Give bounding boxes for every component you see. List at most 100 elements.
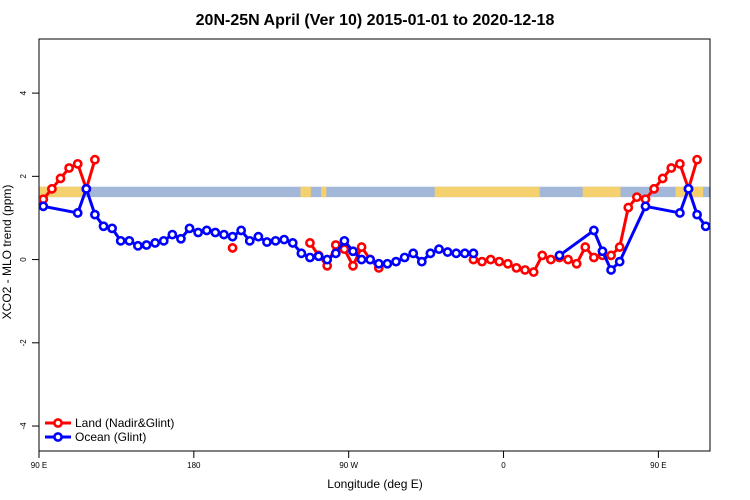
series-1-point-7 [124, 235, 135, 246]
series-0-point-2 [55, 173, 66, 184]
legend-label-1: Ocean (Glint) [75, 430, 146, 444]
series-0-point-1 [47, 183, 57, 194]
series-1-point-22 [253, 231, 264, 242]
series-1-point-49 [588, 225, 599, 236]
series-1-point-19 [227, 231, 238, 242]
series-1-point-39 [399, 252, 410, 263]
series-0-point-24 [528, 267, 539, 277]
land-segment-0 [39, 186, 86, 198]
series-1-segment-54 [645, 204, 681, 215]
legend: Land (Nadir&Glint)Ocean (Glint) [45, 416, 174, 444]
series-1-point-41 [416, 256, 427, 267]
series-0-segment-6 [84, 159, 97, 190]
series-1-point-54 [674, 208, 685, 218]
land-segment-3 [434, 186, 540, 198]
plot-frame [38, 38, 711, 452]
legend-marker-0 [53, 418, 63, 428]
x-tick-label-2: 90 W [339, 461, 358, 470]
ocean-band [39, 186, 710, 198]
series-1-point-16 [201, 225, 212, 236]
series-0-point-43 [692, 154, 702, 165]
series-1-point-20 [236, 225, 247, 236]
series-0-point-36 [631, 192, 642, 203]
series-0-point-31 [588, 252, 599, 263]
series-1-point-18 [219, 229, 229, 240]
series-1-point-0 [39, 201, 49, 212]
series-0-point-39 [657, 173, 668, 184]
series-1-point-37 [382, 258, 393, 269]
series-1-point-34 [356, 254, 367, 265]
land-mask-band [39, 186, 710, 198]
series-1-point-5 [107, 223, 118, 234]
series-1-point-8 [133, 240, 143, 251]
series-0-point-18 [477, 256, 487, 267]
series-1-point-3 [90, 209, 100, 220]
series-1-point-35 [365, 254, 376, 265]
series-1-point-56 [692, 209, 702, 220]
series-1-point-28 [305, 252, 315, 263]
series-0-point-34 [614, 242, 625, 252]
series-0-point-38 [649, 183, 659, 194]
series-1-point-59 [719, 237, 726, 244]
series-1-point-38 [391, 256, 401, 267]
series-0-point-26 [545, 254, 556, 265]
series-1-point-46 [459, 248, 470, 259]
series-1-segment-1 [43, 204, 78, 215]
series-1-point-61 [737, 242, 744, 249]
y-tick-label-3: -2 [19, 339, 28, 347]
series-1-point-50 [597, 246, 608, 257]
series-1-point-32 [339, 235, 350, 246]
x-tick-label-4: 90 E [650, 461, 666, 470]
series-1-point-9 [141, 240, 152, 250]
y-axis: 4 2 0 -2 -4 [19, 90, 39, 430]
series-1-segment-59 [714, 228, 723, 240]
x-tick-label-3: 0 [501, 461, 506, 470]
series-1-point-13 [176, 233, 186, 244]
series-1-point-42 [425, 248, 436, 259]
series-0-point-3 [64, 163, 75, 173]
chart-title: 20N-25N April (Ver 10) 2015-01-01 to 202… [196, 12, 555, 29]
series-1-point-25 [279, 234, 290, 245]
series-0-point-33 [606, 250, 616, 261]
y-tick-label-0: 4 [19, 90, 28, 95]
x-tick-label-0: 90 E [31, 461, 47, 470]
series-1-point-11 [158, 235, 169, 246]
y-axis-label: XCO2 - MLO trend (ppm) [0, 185, 14, 320]
x-axis-label: Longitude (deg E) [327, 477, 422, 491]
series-1-point-1 [72, 208, 83, 218]
series-0-point-20 [494, 256, 505, 267]
x-tick-label-1: 180 [187, 461, 201, 470]
series-1-point-45 [451, 248, 462, 259]
series-1-point-52 [614, 256, 625, 267]
series-0-point-8 [305, 238, 315, 248]
y-tick-label-1: 2 [19, 174, 28, 179]
series-0-point-14 [356, 242, 367, 252]
series-0-point-25 [537, 250, 548, 261]
series-1 [39, 183, 744, 275]
series-1-point-44 [442, 247, 453, 257]
series-0-point-7 [227, 243, 238, 253]
series-1-point-55 [683, 183, 694, 194]
series-1-point-36 [373, 258, 384, 269]
y-tick-label-2: 0 [19, 257, 28, 262]
series-1-point-40 [408, 248, 419, 259]
series-1-point-12 [167, 229, 178, 240]
series-1-point-17 [210, 227, 221, 238]
series-1-point-26 [287, 238, 298, 248]
series-0-point-21 [502, 258, 513, 269]
series-1-point-53 [640, 201, 651, 212]
series-1-point-29 [313, 251, 324, 262]
series-0-point-28 [563, 254, 573, 265]
series-1-segment-53 [618, 205, 647, 263]
series-0-point-22 [511, 262, 522, 273]
series-1-point-31 [330, 248, 341, 259]
series-1-point-51 [606, 265, 616, 275]
legend-marker-1 [53, 432, 63, 442]
series-0-point-29 [571, 258, 582, 269]
series-0-point-40 [666, 163, 677, 173]
series-1-point-48 [554, 250, 565, 261]
land-segment-4 [582, 186, 621, 198]
series-1-point-21 [244, 235, 255, 246]
